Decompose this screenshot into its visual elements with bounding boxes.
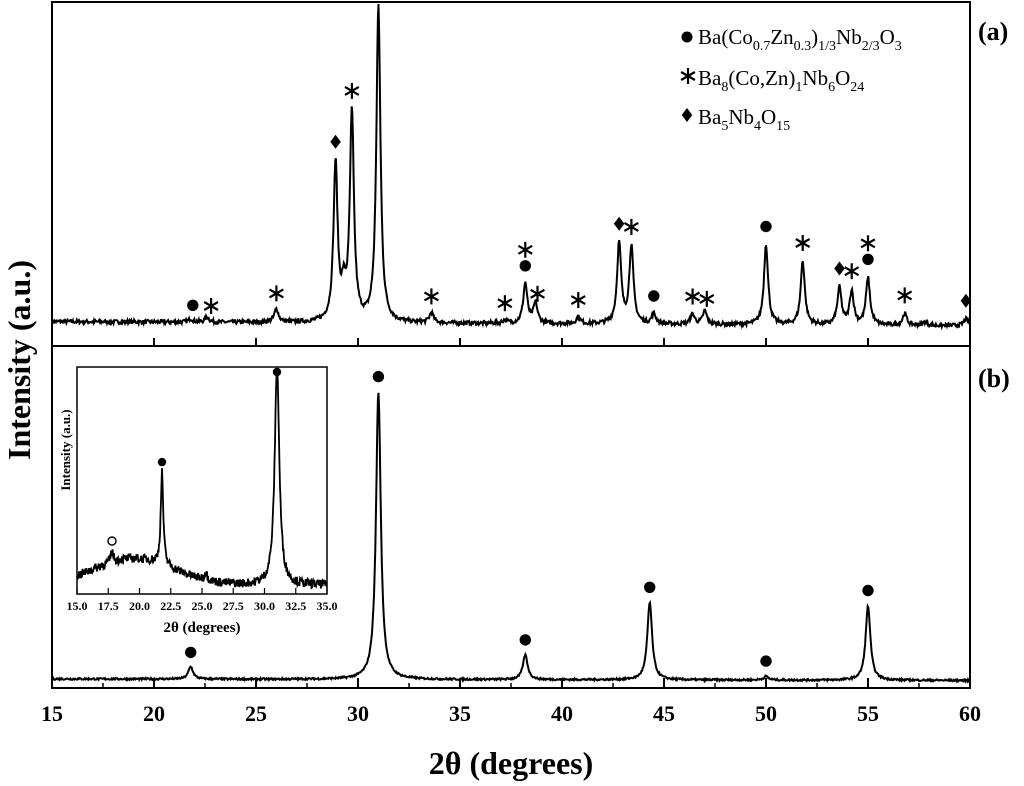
circle-marker	[519, 260, 531, 272]
open-circle-marker	[107, 536, 117, 546]
inset-x-tick-label: 25.0	[192, 599, 213, 613]
diamond-marker	[613, 216, 625, 231]
x-tick-label: 20	[143, 701, 165, 726]
star-marker	[860, 235, 876, 252]
x-tick-label: 60	[959, 701, 981, 726]
circle-marker	[187, 299, 199, 311]
legend-entry-ba-co-zn-nb-o3: Ba(Co0.7Zn0.3)1/3Nb2/3O3	[698, 25, 902, 54]
legend: Ba(Co0.7Zn0.3)1/3Nb2/3O3 Ba8(Co,Zn)1Nb6O…	[680, 25, 902, 134]
inset-x-tick-label: 30.0	[254, 599, 275, 613]
star-marker	[570, 292, 586, 309]
inset-y-axis-title: Intensity (a.u.)	[58, 409, 73, 490]
inset-x-axis-title: 2θ (degrees)	[163, 620, 240, 636]
x-tick-label: 40	[551, 701, 573, 726]
panel-a-xrd-trace	[51, 4, 971, 331]
diamond-marker	[834, 261, 845, 276]
diamond-marker	[681, 108, 693, 122]
star-marker	[897, 287, 913, 304]
star-marker	[844, 263, 860, 280]
star-marker	[795, 235, 811, 251]
x-tick-label: 55	[857, 701, 879, 726]
star-marker	[203, 298, 219, 314]
legend-star-marker	[680, 68, 696, 84]
inset-xrd-trace	[76, 369, 328, 590]
inset-x-tick-label: 35.0	[317, 599, 338, 613]
legend-circle-marker	[681, 31, 693, 43]
x-axis-ticks	[51, 338, 971, 688]
panel-a-phase-markers	[187, 82, 972, 314]
circle-marker	[862, 584, 874, 597]
panel-b-phase-markers	[184, 370, 874, 667]
star-marker	[623, 218, 639, 235]
circle-marker	[372, 370, 385, 383]
inset-x-tick-label: 32.5	[285, 599, 306, 613]
circle-marker	[648, 290, 660, 302]
y-axis-title: Intensity (a.u.)	[1, 260, 37, 460]
panel-a-label: (a)	[978, 17, 1008, 46]
star-marker	[344, 82, 360, 99]
circle-marker	[760, 655, 772, 667]
x-tick-label: 15	[41, 701, 63, 726]
circle-marker	[644, 581, 656, 593]
star-marker	[530, 285, 545, 302]
inset-x-tick-label: 17.5	[98, 599, 119, 613]
star-marker	[680, 68, 696, 84]
inset-x-tick-label: 27.5	[223, 599, 244, 613]
circle-marker	[760, 220, 772, 233]
legend-entry-ba8-co-zn-nb6-o24: Ba8(Co,Zn)1Nb6O24	[698, 66, 864, 95]
x-tick-label: 25	[245, 701, 267, 726]
panel-b-label: (b)	[978, 364, 1010, 393]
inset-x-axis-ticks	[76, 588, 328, 594]
x-tick-label: 30	[347, 701, 369, 726]
x-tick-label: 50	[755, 701, 777, 726]
star-marker	[517, 241, 533, 258]
diamond-marker	[330, 134, 341, 149]
star-marker	[423, 288, 439, 305]
circle-marker	[862, 253, 874, 265]
x-tick-label: 45	[653, 701, 675, 726]
inset-x-tick-label: 20.0	[129, 599, 150, 613]
inset-x-tick-label: 22.5	[160, 599, 181, 613]
legend-diamond-marker	[681, 108, 693, 122]
inset-phase-markers	[107, 367, 282, 546]
inset-x-axis-tick-labels: 15.0 17.5 20.0 22.5 25.0 27.5 30.0 32.5 35.0	[67, 599, 338, 613]
inset-x-tick-label: 15.0	[67, 599, 88, 613]
x-axis-title: 2θ (degrees)	[429, 745, 594, 781]
x-axis-tick-labels: 15 20 25 30 35 40 45 50 55 60	[41, 701, 981, 726]
x-tick-label: 35	[449, 701, 471, 726]
circle-marker	[519, 634, 531, 646]
star-marker	[699, 290, 715, 307]
diamond-marker	[960, 293, 972, 308]
star-marker	[685, 288, 701, 305]
circle-marker	[184, 646, 197, 659]
circle-marker	[272, 367, 282, 377]
panel-b-xrd-trace	[51, 392, 971, 685]
legend-entry-ba5-nb4-o15: Ba5Nb4O15	[698, 105, 790, 134]
inset-plot: 15.0 17.5 20.0 22.5 25.0 27.5 30.0 32.5 35.0 2θ …	[58, 366, 338, 636]
star-marker	[268, 285, 284, 302]
star-marker	[497, 295, 513, 312]
circle-marker	[157, 457, 167, 467]
